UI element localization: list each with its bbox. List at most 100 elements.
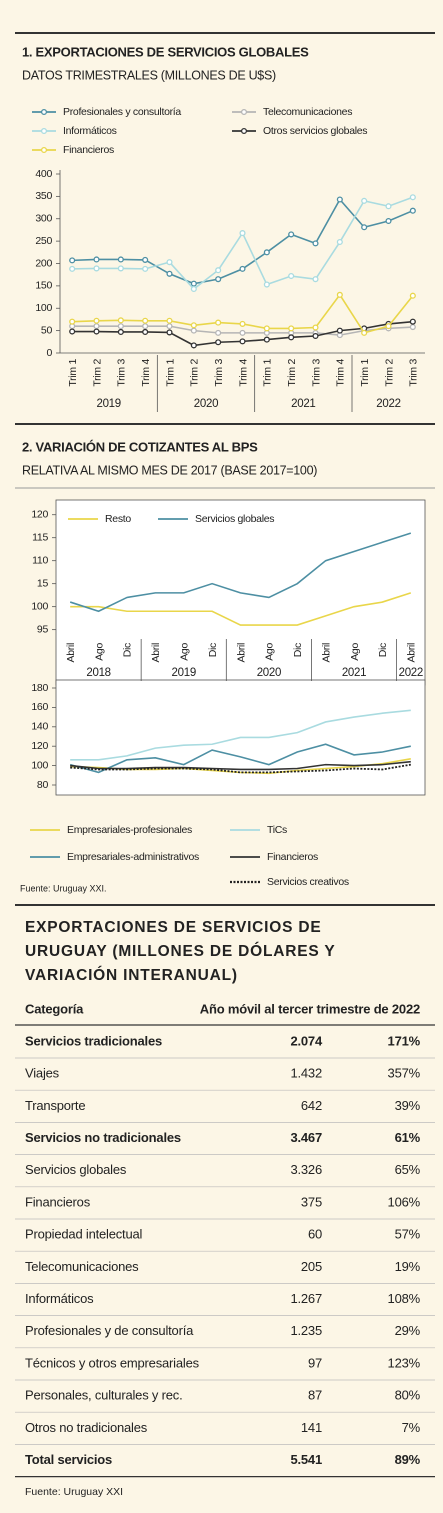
legend-label: Informáticos — [63, 125, 117, 137]
y-tick-label: 100 — [31, 759, 48, 771]
cell: Propiedad intelectual — [25, 1227, 143, 1242]
chart-subtitle: RELATIVA AL MISMO MES DE 2017 (BASE 2017… — [22, 463, 317, 477]
cell: Transporte — [25, 1098, 85, 1113]
table-header: Año móvil al tercer trimestre de 2022 — [200, 1001, 420, 1016]
legend-label: Financieros — [63, 144, 114, 156]
year-label: 2020 — [194, 398, 218, 410]
marker — [93, 256, 100, 263]
cell: Financieros — [25, 1194, 91, 1209]
series-line — [69, 532, 412, 613]
marker — [166, 259, 173, 266]
marker — [69, 318, 76, 325]
chart-title: 2. VARIACIÓN DE COTIZANTES AL BPS — [22, 439, 258, 454]
x-tick-label: Trim 3 — [310, 359, 322, 387]
series-line — [70, 763, 411, 774]
cell: 2.074 — [290, 1033, 323, 1048]
cell: 141 — [301, 1420, 322, 1435]
chart-subtitle: DATOS TRIMESTRALES (MILLONES DE U$S) — [22, 68, 276, 82]
x-tick-label: Abril — [406, 643, 418, 663]
y-tick-label: 150 — [35, 280, 52, 292]
marker — [288, 231, 295, 238]
source: Fuente: Uruguay XXI. — [20, 883, 107, 893]
marker — [190, 327, 197, 334]
cell: 1.432 — [290, 1066, 322, 1081]
series-line — [70, 709, 411, 761]
cell: 3.326 — [290, 1162, 322, 1177]
marker — [239, 230, 246, 237]
x-tick-label: Trim 2 — [189, 359, 201, 387]
legend-marker — [40, 146, 48, 154]
marker — [142, 328, 149, 336]
y-tick-label: 95 — [37, 623, 49, 635]
marker — [263, 249, 270, 256]
marker — [142, 256, 149, 263]
marker — [93, 328, 100, 335]
chart-title: 1. EXPORTACIONES DE SERVICIOS GLOBALES — [22, 44, 309, 59]
marker — [117, 317, 124, 324]
marker — [361, 329, 368, 336]
legend-label: Empresariales-profesionales — [67, 824, 192, 836]
marker — [288, 272, 295, 280]
marker — [117, 265, 124, 272]
cell: 123% — [388, 1355, 421, 1370]
cell: 5.541 — [290, 1452, 322, 1467]
legend-label: Financieros — [267, 851, 318, 863]
cell: 171% — [388, 1033, 421, 1048]
x-tick-label: Trim 4 — [237, 359, 249, 387]
cell: 1.267 — [290, 1291, 322, 1306]
legend-label: Servicios globales — [195, 513, 274, 525]
cell: Otros no tradicionales — [25, 1420, 148, 1435]
marker — [239, 338, 246, 345]
marker — [336, 196, 343, 203]
marker — [336, 291, 343, 298]
marker — [69, 328, 76, 335]
marker — [239, 320, 246, 327]
marker — [409, 207, 416, 214]
y-tick-label: 0 — [46, 347, 52, 359]
cell: 375 — [301, 1194, 322, 1209]
cell: 7% — [402, 1420, 421, 1435]
legend-marker — [240, 108, 248, 116]
cell: Servicios globales — [25, 1162, 127, 1177]
cell: 57% — [395, 1227, 421, 1242]
x-tick-label: Trim 3 — [213, 359, 225, 387]
y-tick-label: 80 — [37, 779, 49, 791]
table-title: VARIACIÓN INTERANUAL) — [25, 966, 238, 984]
marker — [385, 217, 392, 225]
marker — [215, 267, 222, 274]
marker — [288, 334, 295, 341]
cell: 29% — [395, 1323, 421, 1338]
marker — [336, 327, 343, 334]
cell: 357% — [388, 1066, 421, 1081]
legend-label: Profesionales y consultoría — [63, 106, 181, 118]
year-label: 2020 — [257, 667, 281, 679]
y-tick-label: 180 — [31, 682, 48, 694]
cell: 205 — [301, 1259, 322, 1274]
x-tick-label: Trim 4 — [140, 359, 152, 387]
marker — [336, 238, 343, 246]
x-tick-label: Abril — [150, 643, 162, 663]
cell: 3.467 — [290, 1130, 322, 1145]
x-tick-label: Trim 3 — [116, 359, 128, 387]
year-label: 2021 — [291, 398, 315, 410]
year-label: 2018 — [86, 667, 110, 679]
x-tick-label: Dic — [122, 643, 134, 657]
y-tick-label: 200 — [35, 257, 52, 269]
y-tick-label: 160 — [31, 701, 48, 713]
legend-label: Resto — [105, 513, 131, 525]
cell: Técnicos y otros empresariales — [25, 1355, 200, 1370]
x-tick-label: Dic — [292, 643, 304, 657]
marker — [215, 339, 222, 346]
x-tick-label: Trim 1 — [262, 359, 274, 387]
marker — [142, 323, 149, 330]
x-tick-label: Dic — [207, 643, 219, 657]
cell: 89% — [395, 1452, 421, 1467]
marker — [312, 332, 319, 340]
marker — [312, 240, 319, 247]
legend-marker — [40, 108, 48, 116]
marker — [93, 317, 100, 324]
legend-label: Otros servicios globales — [263, 125, 367, 137]
marker — [142, 265, 149, 272]
x-tick-label: Abril — [235, 643, 247, 663]
